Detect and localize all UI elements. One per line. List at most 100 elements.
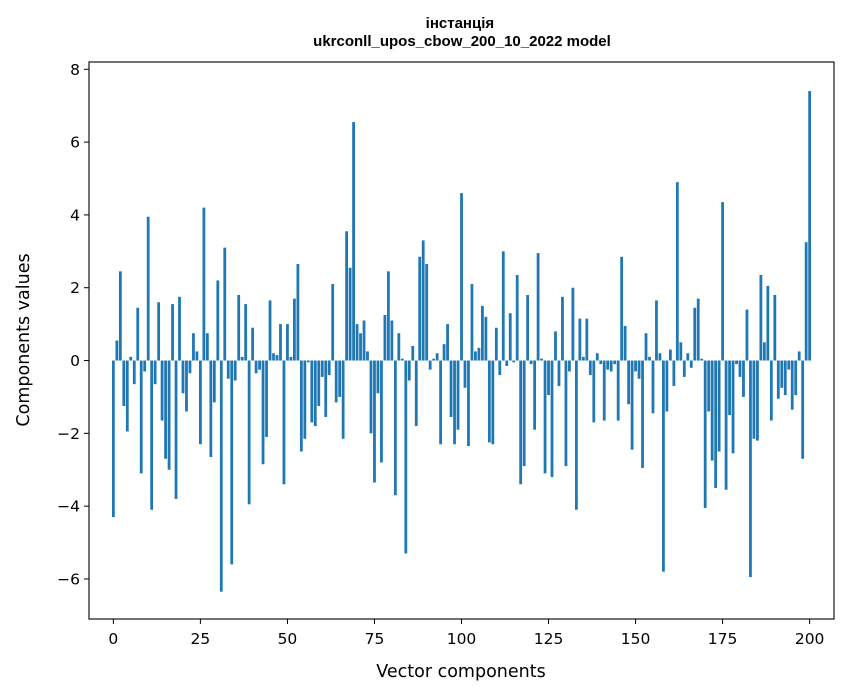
bar-159 [665,360,669,412]
bar-52 [293,298,296,361]
bar-190 [773,294,777,361]
bar-10 [146,216,150,361]
bar-111 [498,360,502,376]
bar-184 [752,360,756,439]
bar-60 [320,360,324,377]
bar-178 [731,360,735,454]
bar-69 [352,122,355,361]
bar-131 [568,360,571,372]
bar-168 [696,298,700,361]
bar-185 [756,360,759,441]
bar-11 [150,360,154,510]
bar-13 [157,302,161,361]
bar-179 [735,360,738,365]
bar-193 [783,360,787,396]
x-tick-label: 0 [108,630,118,648]
bar-118 [522,360,526,467]
bar-80 [390,320,394,361]
bar-22 [188,360,192,374]
bar-103 [470,284,474,361]
bar-165 [686,353,690,361]
bar-161 [672,360,676,386]
bar-139 [595,353,599,361]
bar-112 [501,251,505,361]
bar-169 [700,358,704,361]
bar-196 [794,360,798,396]
bar-77 [380,360,383,463]
bar-55 [303,360,307,439]
bar-47 [275,355,279,361]
bar-19 [178,296,181,361]
x-axis-label: Vector components [376,662,545,682]
bar-166 [689,360,693,368]
bars-group [111,91,812,592]
bar-75 [373,360,376,483]
bar-35 [233,360,237,381]
bar-15 [164,360,167,459]
bar-174 [717,360,721,452]
bar-149 [630,360,634,450]
bar-4 [125,360,129,432]
bar-200 [808,91,812,361]
bar-186 [759,274,763,361]
bar-171 [707,360,711,412]
bar-191 [776,360,780,399]
bar-135 [581,356,585,361]
bar-156 [655,300,658,361]
bar-51 [289,356,293,361]
bar-41 [254,360,258,374]
bar-21 [185,360,188,412]
bar-192 [780,360,784,388]
bar-65 [338,360,342,397]
bar-164 [682,360,686,377]
bar-142 [606,360,610,370]
y-tick-label: 4 [70,206,80,224]
bar-67 [345,231,349,361]
bar-183 [749,360,752,578]
x-axis-ticks: 0 25 50 75 100 125 150 175 200 [108,619,824,648]
x-tick-label: 25 [191,630,211,648]
bar-154 [648,356,651,361]
plot-frame [88,61,835,620]
bar-62 [327,360,331,376]
bar-133 [574,360,578,510]
bar-66 [341,360,345,439]
bar-33 [226,360,230,379]
bar-101 [463,360,467,388]
bar-177 [728,360,731,416]
bar-114 [508,313,512,361]
x-tick-label: 100 [447,630,477,648]
bar-172 [710,360,714,461]
x-tick-label: 125 [534,630,564,648]
bar-96 [446,324,449,361]
bar-14 [160,360,164,421]
bar-7 [136,307,140,361]
bar-194 [787,360,791,370]
y-tick-label: −6 [57,570,80,588]
bar-63 [331,284,335,361]
y-tick-label: −2 [57,425,80,443]
bar-99 [456,360,460,430]
bar-31 [219,360,223,592]
bar-146 [620,256,624,361]
bar-9 [143,360,147,372]
bar-85 [407,360,411,381]
bar-116 [515,274,519,361]
bar-141 [602,360,606,421]
bar-89 [421,240,425,361]
bar-117 [519,360,523,485]
bar-20 [181,360,185,394]
bar-175 [721,202,724,361]
bar-162 [675,182,679,361]
bar-102 [467,360,470,447]
bar-25 [199,360,202,445]
bar-61 [324,360,328,417]
bar-74 [369,360,373,434]
bar-32 [223,247,227,361]
bar-30 [216,280,220,361]
bar-106 [481,305,484,361]
bar-182 [745,309,749,361]
bar-113 [505,360,509,366]
bar-45 [268,300,272,361]
bar-145 [616,360,620,421]
